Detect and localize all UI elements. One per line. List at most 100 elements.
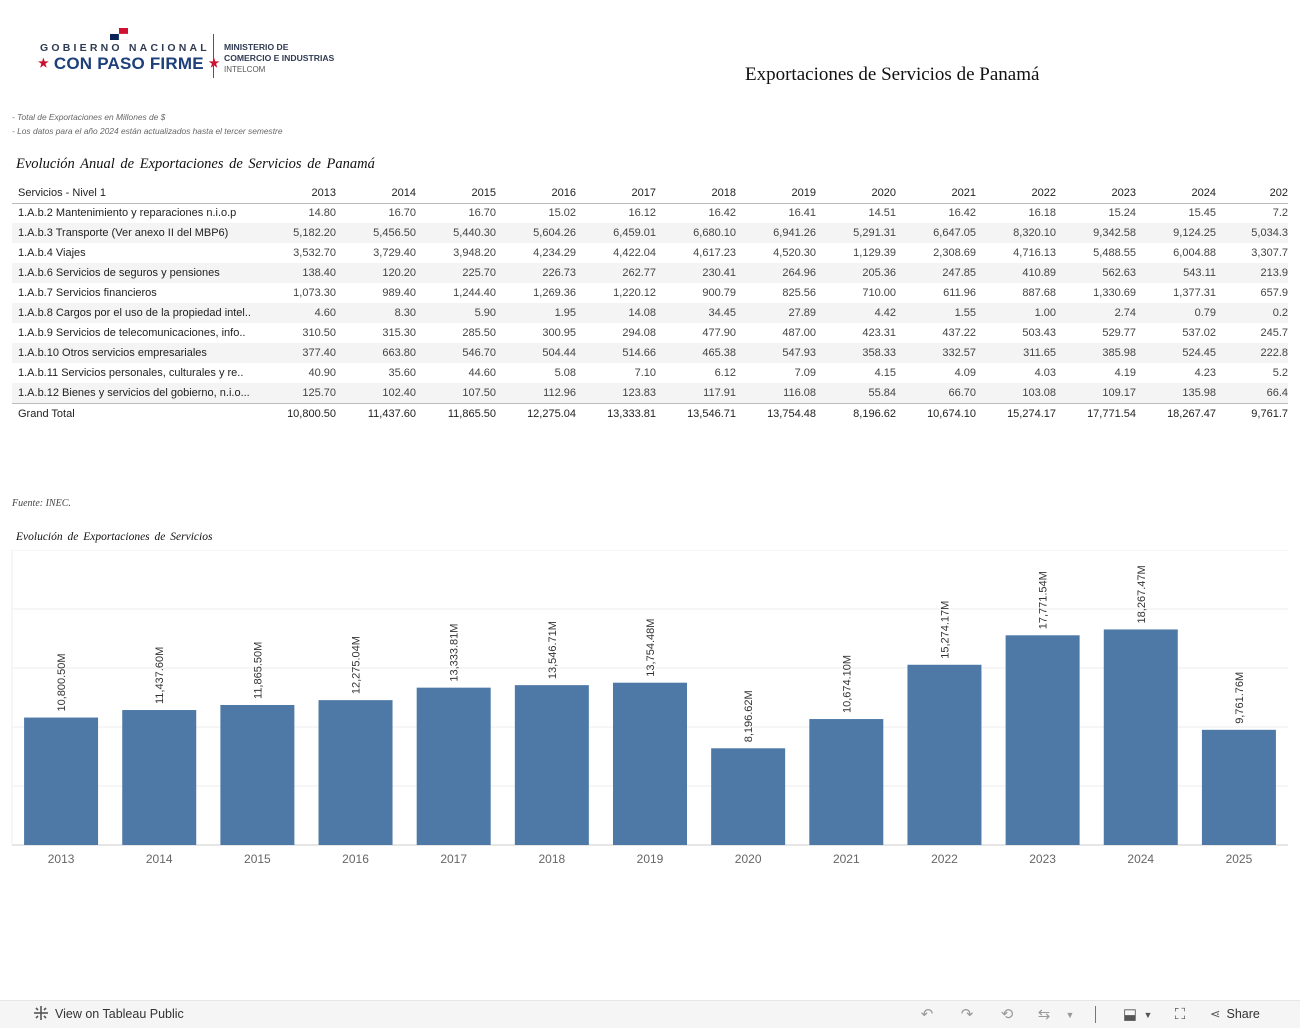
table-cell: 543.11: [1183, 267, 1216, 279]
bar-data-label: 18,267.47M: [1136, 565, 1148, 623]
table-row[interactable]: 1.A.b.12 Bienes y servicios del gobierno…: [12, 383, 1288, 403]
revert-icon[interactable]: ⟲: [1000, 1006, 1014, 1023]
table-cell: 4.19: [1114, 367, 1136, 379]
table-cell: 410.89: [1022, 267, 1056, 279]
bar[interactable]: [809, 719, 884, 845]
bar[interactable]: [318, 700, 393, 845]
table-cell: 6,680.10: [693, 227, 736, 239]
table-header-row[interactable]: Servicios - Nivel 1 2013 2014 2015 2016 2017 2…: [12, 183, 1288, 204]
table-cell: 16.12: [628, 207, 656, 219]
table-cell: 4,422.04: [613, 247, 656, 259]
table-cell: 4,234.29: [533, 247, 576, 259]
bar[interactable]: [1005, 635, 1080, 845]
bar[interactable]: [220, 704, 295, 845]
bar[interactable]: [416, 687, 491, 845]
share-icon: ⋖: [1210, 1007, 1221, 1021]
bar[interactable]: [711, 748, 786, 845]
table-cell: 524.45: [1182, 347, 1216, 359]
bar[interactable]: [122, 710, 197, 845]
table-cell: 294.08: [622, 327, 656, 339]
table-cell: 465.38: [702, 347, 736, 359]
table-cell: 7.2: [1272, 207, 1288, 219]
table-cell: 4,617.23: [693, 247, 736, 259]
table-cell: 2022: [1031, 187, 1056, 199]
table-row[interactable]: 1.A.b.10 Otros servicios empresariales 37…: [12, 343, 1288, 363]
table-cell: 14.08: [628, 307, 656, 319]
table-cell: 562.63: [1102, 267, 1136, 279]
x-tick-label: 2018: [538, 852, 565, 866]
bar-data-label: 8,196.62M: [743, 690, 755, 742]
refresh-icon[interactable]: ⇆: [1037, 1006, 1051, 1023]
table-cell: 537.02: [1182, 327, 1216, 339]
table-cell: 11,437.60: [367, 408, 416, 420]
ministry-line-2: COMERCIO E INDUSTRIAS: [224, 53, 335, 63]
table-cell: 109.17: [1102, 387, 1136, 399]
fullscreen-icon[interactable]: ⛶: [1174, 1006, 1186, 1023]
bar-data-label: 11,865.50M: [252, 642, 264, 699]
table-row[interactable]: 1.A.b.4 Viajes 3,532.70 3,729.40 3,948.20 4,…: [12, 243, 1288, 263]
table-cell: 18,267.47: [1167, 408, 1216, 420]
bar[interactable]: [613, 682, 687, 845]
table-row[interactable]: 1.A.b.9 Servicios de telecomunicaciones,…: [12, 323, 1288, 343]
table-cell: 6,004.88: [1173, 247, 1216, 259]
redo-icon[interactable]: ↷: [960, 1006, 974, 1023]
bar-data-label: 13,333.81M: [449, 624, 461, 682]
view-on-tableau-link[interactable]: View on Tableau Public: [33, 1001, 184, 1028]
table-cell: 6,941.26: [773, 227, 816, 239]
share-button[interactable]: ⋖ Share: [1210, 1001, 1260, 1028]
x-tick-label: 2013: [48, 852, 75, 866]
table-cell: 311.65: [1023, 347, 1056, 359]
table-row[interactable]: 1.A.b.2 Mantenimiento y reparaciones n.i…: [12, 203, 1288, 223]
chevron-down-icon[interactable]: ▼: [1065, 1010, 1075, 1020]
table-cell: 3,532.70: [293, 247, 336, 259]
table-cell: 1.00: [1034, 307, 1056, 319]
table-cell: 4.23: [1194, 367, 1216, 379]
bar-data-label: 13,546.71M: [547, 621, 559, 679]
table-cell: 546.70: [462, 347, 496, 359]
table-cell: 2,308.69: [933, 247, 976, 259]
table-row[interactable]: 1.A.b.6 Servicios de seguros y pensiones…: [12, 263, 1288, 283]
bar[interactable]: [514, 685, 589, 845]
ministry-line-3: INTELCOM: [224, 65, 266, 74]
table-row[interactable]: 1.A.b.7 Servicios financieros 1,073.30 989…: [12, 283, 1288, 303]
table-cell: 663.80: [382, 347, 416, 359]
x-tick-label: 2021: [833, 852, 860, 866]
table-cell: 202: [1269, 187, 1288, 199]
table-cell: 5,034.3: [1251, 227, 1288, 239]
bar-chart[interactable]: 10,800.50M 2013 11,437.60M 2014 11,865.50M 20…: [0, 550, 1300, 870]
table-cell: 7.10: [634, 367, 656, 379]
table-cell: 7.09: [794, 367, 816, 379]
table-cell: 15.02: [548, 207, 576, 219]
table-cell: 1,129.39: [853, 247, 896, 259]
download-icon[interactable]: ⬓: [1122, 1006, 1138, 1023]
x-tick-label: 2019: [637, 852, 664, 866]
row-label: 1.A.b.3 Transporte (Ver anexo II del MBP…: [18, 227, 229, 239]
bar[interactable]: [907, 664, 982, 845]
undo-icon[interactable]: ↶: [920, 1006, 934, 1023]
table-cell: 2024: [1191, 187, 1216, 199]
table-row[interactable]: 1.A.b.3 Transporte (Ver anexo II del MBP…: [12, 223, 1288, 243]
chevron-down-icon[interactable]: ▼: [1143, 1010, 1153, 1020]
table-cell: 44.60: [468, 367, 496, 379]
bar[interactable]: [24, 717, 99, 845]
government-logo: GOBIERNO NACIONAL ★ CON PASO FIRME ★ MIN…: [38, 28, 358, 78]
table-cell: 5,440.30: [453, 227, 496, 239]
tableau-logo-icon: [34, 1006, 48, 1020]
table-cell: 2023: [1111, 187, 1136, 199]
table-cell: 213.9: [1260, 267, 1288, 279]
table-total-row[interactable]: Grand Total 10,800.50 11,437.60 11,865.50 12…: [12, 403, 1288, 423]
ministry-name: MINISTERIO DE COMERCIO E INDUSTRIAS INTE…: [224, 42, 334, 75]
table-row[interactable]: 1.A.b.11 Servicios personales, culturale…: [12, 363, 1288, 383]
table-cell: 15,274.17: [1007, 408, 1056, 420]
table-row[interactable]: 1.A.b.8 Cargos por el uso de la propieda…: [12, 303, 1288, 323]
table-cell: 226.73: [542, 267, 576, 279]
bar[interactable]: [1103, 629, 1178, 845]
table-cell: 14.80: [308, 207, 336, 219]
bar[interactable]: [1201, 729, 1276, 845]
table-cell: 5,456.50: [373, 227, 416, 239]
exports-table[interactable]: Servicios - Nivel 1 2013 2014 2015 2016 2017 2…: [12, 183, 1288, 423]
table-cell: 6,459.01: [613, 227, 656, 239]
table-cell: 66.4: [1266, 387, 1288, 399]
table-cell: 1,244.40: [453, 287, 496, 299]
table-cell: 116.08: [783, 387, 816, 399]
